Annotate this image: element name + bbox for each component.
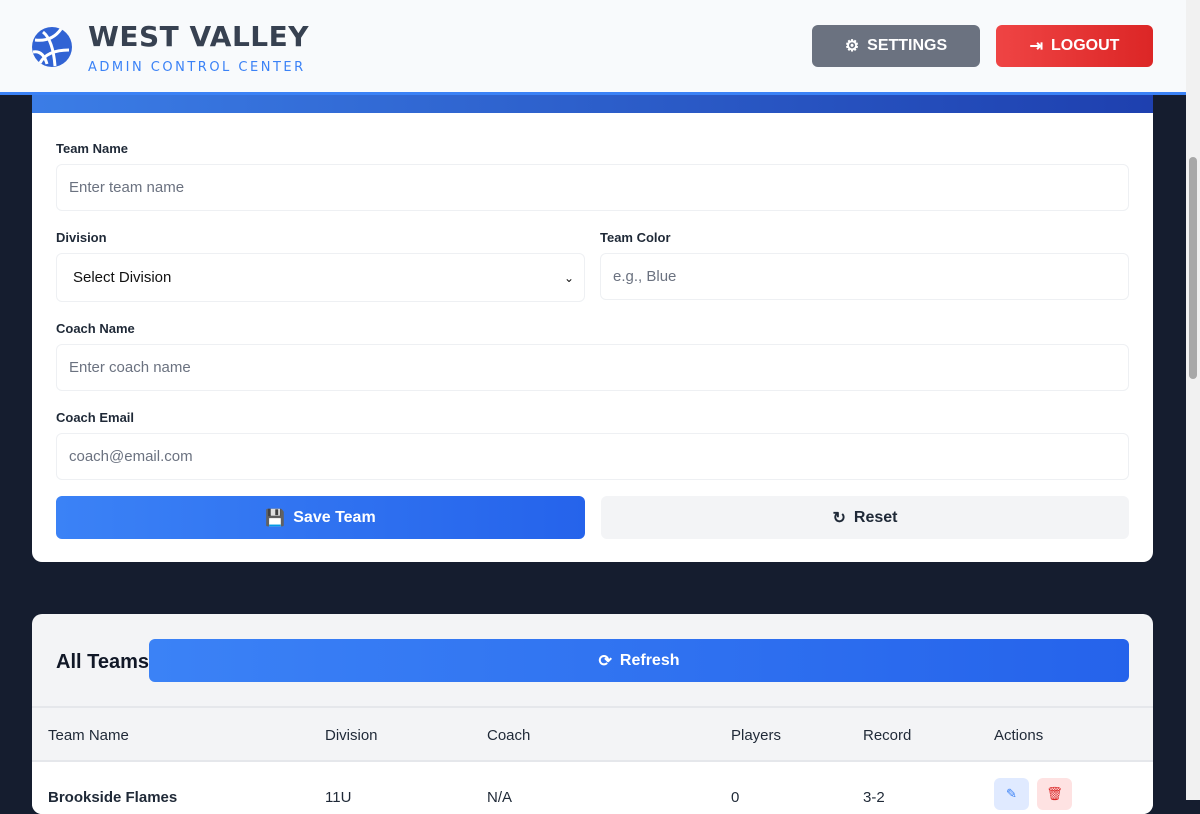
app-title: WEST VALLEY (88, 20, 310, 53)
division-value: Select Division (73, 269, 172, 286)
scrollbar-thumb[interactable] (1189, 157, 1197, 379)
coach-name-label: Coach Name (56, 321, 135, 336)
team-form-card: Team Name Enter team name Division Selec… (32, 80, 1153, 562)
settings-label: SETTINGS (867, 37, 948, 54)
floppy-disk-icon: 💾 (265, 509, 286, 527)
reset-label: Reset (853, 508, 898, 526)
coach-cell: N/A (487, 789, 513, 806)
col-division[interactable]: Division (325, 727, 378, 744)
sign-out-icon: ⇥ (1029, 38, 1043, 55)
team-name-cell: Brookside Flames (48, 789, 178, 806)
settings-button[interactable]: ⚙ SETTINGS (812, 25, 980, 67)
team-name-input[interactable]: Enter team name (56, 164, 1129, 211)
sync-icon: ⟳ (598, 652, 612, 670)
edit-icon: ✎ (1006, 786, 1017, 801)
trash-icon: 🗑 (1046, 786, 1063, 801)
app-subtitle: ADMIN CONTROL CENTER (88, 60, 306, 75)
division-select[interactable]: Select Division ⌄ (56, 253, 585, 302)
players-cell: 0 (731, 789, 740, 806)
edit-button[interactable]: ✎ (994, 778, 1029, 810)
coach-name-input[interactable]: Enter coach name (56, 344, 1129, 391)
rotate-icon: ↻ (832, 509, 846, 527)
teams-title: All Teams (56, 651, 149, 673)
division-label: Division (56, 230, 107, 245)
reset-button[interactable]: ↻ Reset (601, 496, 1129, 539)
col-team-name[interactable]: Team Name (48, 727, 129, 744)
team-color-label: Team Color (600, 230, 671, 245)
team-name-label: Team Name (56, 141, 129, 156)
record-cell: 3-2 (863, 789, 885, 806)
delete-button[interactable]: 🗑 (1037, 778, 1072, 810)
col-record[interactable]: Record (863, 727, 912, 744)
basketball-icon (32, 27, 72, 67)
save-label: Save Team (293, 508, 376, 526)
refresh-button[interactable]: ⟳ Refresh (149, 639, 1129, 682)
coach-email-input[interactable]: coach@email.com (56, 433, 1129, 480)
division-cell: 11U (325, 789, 352, 806)
logout-label: LOGOUT (1050, 37, 1120, 54)
logout-button[interactable]: ⇥ LOGOUT (996, 25, 1153, 67)
table-row: Brookside Flames 11U N/A 0 3-2 ✎ 🗑 (32, 762, 1153, 814)
gear-icon: ⚙ (844, 38, 860, 55)
col-players[interactable]: Players (731, 727, 782, 744)
col-coach[interactable]: Coach (487, 727, 531, 744)
team-color-input[interactable]: e.g., Blue (600, 253, 1129, 300)
table-header: Team Name Division Coach Players Record … (32, 706, 1153, 762)
refresh-label: Refresh (619, 651, 680, 669)
app-header: WEST VALLEY ADMIN CONTROL CENTER ⚙ SETTIN… (0, 0, 1186, 95)
save-team-button[interactable]: 💾 Save Team (56, 496, 585, 539)
teams-card: All Teams ⟳ Refresh Team Name Division Co… (32, 614, 1153, 814)
chevron-down-icon: ⌄ (563, 270, 574, 285)
coach-email-label: Coach Email (56, 410, 135, 425)
page-scrollbar[interactable] (1186, 0, 1200, 800)
col-actions: Actions (994, 727, 1044, 744)
